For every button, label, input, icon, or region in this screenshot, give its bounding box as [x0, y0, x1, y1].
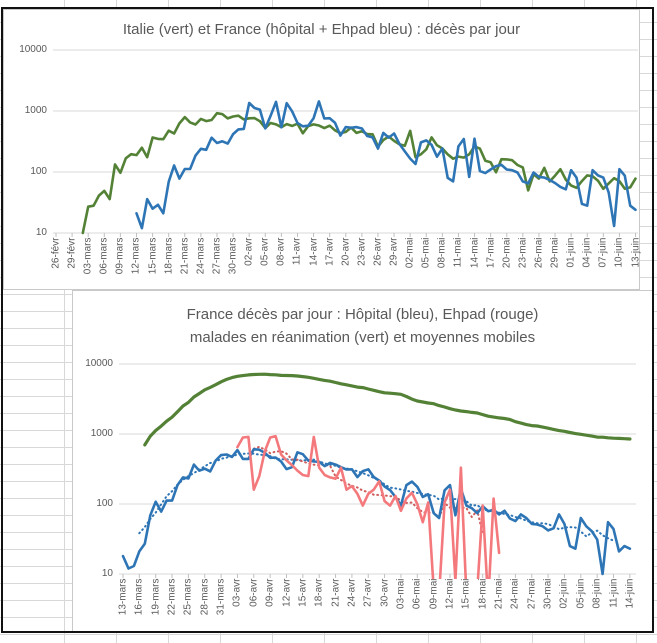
x-axis-label: 12-mars	[130, 237, 142, 275]
x-axis-label: 29-févr	[66, 237, 78, 269]
x-axis-label: 07-juin	[597, 237, 609, 268]
y-axis-label: 10000	[85, 358, 113, 369]
x-axis-label: 11-juin	[608, 578, 619, 608]
y-axis-label: 100	[96, 498, 113, 509]
x-axis-label: 15-mars	[147, 237, 159, 275]
x-axis-label: 14-juin	[624, 578, 636, 609]
bottom-chart-plot-area	[119, 363, 636, 602]
x-axis-label: 16-mars	[133, 578, 145, 616]
x-axis-label: 27-mars	[211, 237, 223, 275]
bottom-chart-title-line2: malades en réanimation (vert) et moyenne…	[189, 329, 536, 346]
x-axis-label: 13-mars	[117, 578, 129, 616]
y-axis-label: 1000	[24, 105, 47, 116]
x-axis-label: 24-mars	[195, 237, 207, 275]
x-axis-label: 05-mai	[420, 237, 432, 269]
top-chart-plot-area	[53, 49, 638, 237]
y-axis-label: 1000	[90, 428, 113, 439]
bottom-chart-title: France décès par jour : Hôpital (bleu), …	[73, 303, 652, 349]
x-axis-label: 17-mai	[485, 237, 497, 269]
x-axis-label: 06-mai	[411, 578, 423, 610]
x-axis-label: 29-mai	[549, 237, 561, 269]
x-axis-label: 24-mai	[509, 578, 521, 610]
top-chart-title: Italie (vert) et France (hôpital + Ehpad…	[122, 21, 521, 38]
x-axis-label: 22-mars	[166, 578, 178, 616]
x-axis-label: 04-juin	[581, 237, 593, 268]
x-axis-label: 20-avr	[340, 237, 352, 266]
x-axis-label: 18-mars	[163, 237, 175, 275]
x-axis-label: 24-avr	[346, 578, 358, 607]
x-axis-label: 20-mai	[501, 237, 513, 269]
x-axis-label: 21-avr	[330, 578, 342, 607]
x-axis-label: 08-avr	[275, 237, 287, 266]
x-axis-label: 06-avr	[248, 578, 260, 607]
y-axis-label: 10000	[19, 44, 47, 55]
x-axis-label: 26-avr	[372, 237, 384, 266]
top-chart-italy-france[interactable]: Italie (vert) et France (hôpital + Ehpad…	[3, 9, 641, 290]
x-axis-label: 10-juin	[613, 237, 625, 268]
x-axis-label: 06-mars	[98, 237, 110, 275]
series-line-0[interactable]	[81, 111, 637, 235]
x-axis-label: 28-mars	[199, 578, 211, 616]
bottom-chart-france-detail[interactable]: France décès par jour : Hôpital (bleu), …	[72, 290, 653, 633]
x-axis-label: 27-avr	[362, 578, 374, 607]
x-axis-label: 18-avr	[313, 578, 325, 607]
x-axis-label: 09-avr	[264, 578, 276, 607]
x-axis-label: 31-mars	[215, 578, 227, 616]
x-axis-label: 12-mai	[444, 578, 456, 610]
x-axis-label: 30-avr	[379, 578, 391, 607]
y-axis-label: 100	[30, 166, 47, 177]
x-axis-label: 03-mai	[395, 578, 407, 610]
x-axis-label: 17-avr	[324, 237, 336, 266]
series-line-1[interactable]	[121, 448, 632, 576]
x-axis-label: 02-juin	[558, 578, 570, 609]
x-axis-label: 19-mars	[150, 578, 162, 616]
x-axis-label: 03-avr	[231, 578, 243, 607]
x-axis-label: 11-avr	[291, 237, 303, 266]
x-axis-label: 14-mai	[469, 237, 481, 269]
y-axis-label: 10	[101, 568, 113, 579]
y-axis-label: 10	[35, 227, 47, 238]
x-axis-label: 21-mai	[493, 578, 505, 610]
x-axis-label: 23-avr	[356, 237, 368, 266]
x-axis-label: 05-avr	[259, 237, 271, 266]
x-axis-label: 01-juin	[565, 237, 577, 268]
x-axis-label: 02-avr	[243, 237, 255, 266]
x-axis-label: 09-mai	[428, 578, 440, 610]
x-axis-label: 30-mai	[542, 578, 554, 610]
x-axis-label: 29-avr	[388, 237, 400, 266]
x-axis-label: 27-mai	[526, 578, 538, 610]
x-axis-label: 02-mai	[404, 237, 416, 269]
x-axis-label: 15-mai	[460, 578, 472, 610]
series-line-1[interactable]	[135, 100, 637, 230]
x-axis-label: 18-mai	[477, 578, 489, 610]
x-axis-label: 14-avr	[308, 237, 320, 266]
x-axis-label: 15-avr	[297, 578, 309, 607]
x-axis-label: 26-févr	[50, 237, 62, 269]
x-axis-label: 25-mars	[182, 578, 194, 616]
series-line-0[interactable]	[143, 372, 632, 447]
x-axis-label: 11-mai	[452, 237, 464, 268]
x-axis-label: 03-mars	[82, 237, 94, 275]
moving-average-line[interactable]	[252, 445, 484, 536]
x-axis-label: 26-mai	[533, 237, 545, 269]
x-axis-label: 21-mars	[179, 237, 191, 275]
x-axis-label: 08-juin	[591, 578, 603, 609]
x-axis-label: 09-mars	[114, 237, 126, 275]
bottom-chart-title-line1: France décès par jour : Hôpital (bleu), …	[186, 306, 539, 323]
x-axis-label: 05-juin	[575, 578, 587, 609]
x-axis-label: 23-mai	[517, 237, 529, 269]
series-line-2[interactable]	[236, 434, 501, 602]
x-axis-label: 13-juin	[630, 237, 642, 268]
x-axis-label: 30-mars	[227, 237, 239, 275]
x-axis-label: 12-avr	[281, 578, 292, 607]
x-axis-label: 08-mai	[436, 237, 448, 269]
